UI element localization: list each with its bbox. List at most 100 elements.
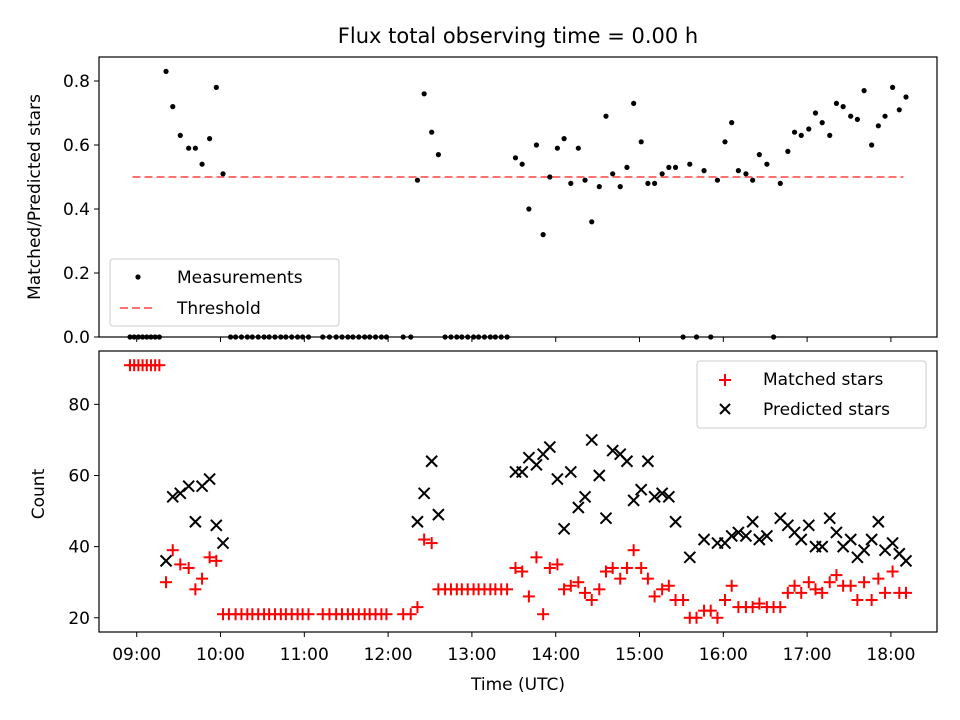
count-panel: 20 40 60 80 09:00 10:00 11:00 12:00 13:00 14:00 1… (29, 350, 938, 695)
matched-star-point (380, 608, 393, 621)
matched-star-point (166, 544, 179, 557)
x-tick-label: 09:00 (112, 645, 161, 665)
predicted-star-point (564, 465, 578, 479)
predicted-star-point (844, 533, 857, 546)
measurement-point (429, 129, 435, 135)
x-tick-label: 18:00 (866, 645, 915, 665)
matched-star-point (781, 586, 794, 599)
measurement-point (896, 107, 902, 113)
measurement-point (213, 84, 219, 90)
matched-star-point (704, 604, 717, 617)
measurement-point (631, 100, 637, 106)
matched-star-point (627, 544, 640, 557)
predicted-star-point (530, 458, 543, 472)
measurement-point (199, 161, 205, 167)
ratio-y-tick-label: 0.6 (63, 136, 90, 156)
measurement-point (540, 232, 546, 238)
measurement-point (806, 126, 812, 132)
predicted-star-point (655, 487, 669, 500)
measurement-point (596, 184, 602, 190)
predicted-star-point (551, 472, 564, 486)
measurement-point (882, 113, 888, 119)
matched-star-point (418, 533, 431, 546)
measurement-point (827, 132, 833, 138)
measurement-point (624, 164, 630, 170)
predicted-star-point (830, 526, 843, 539)
ratio-panel-frame (98, 56, 938, 338)
predicted-star-point (732, 526, 745, 539)
predicted-star-point (166, 490, 179, 504)
measurement-point (756, 152, 762, 158)
matched-star-point (210, 554, 223, 567)
measurement-point (785, 148, 791, 154)
predicted-star-point (620, 455, 634, 468)
matched-star-point (802, 576, 815, 589)
matched-star-point (718, 593, 731, 606)
measurement-point (170, 104, 176, 110)
measurement-point (192, 145, 198, 151)
legend-threshold-label: Threshold (176, 299, 261, 319)
x-tick-label: 17:00 (783, 645, 832, 665)
measurement-point (220, 171, 226, 177)
matched-star-point (830, 569, 843, 582)
measurement-point (610, 171, 616, 177)
predicted-star-point (899, 554, 913, 568)
matched-star-point (795, 586, 808, 599)
matched-star-point (189, 583, 202, 596)
matched-star-point (593, 583, 606, 596)
matched-star-point (522, 590, 535, 603)
matched-star-point (656, 583, 669, 596)
measurement-point (512, 155, 519, 161)
predicted-star-point (572, 501, 585, 514)
matched-star-point (160, 576, 173, 589)
x-axis-label: Time (UTC) (470, 675, 565, 695)
matched-star-point (174, 558, 187, 571)
matched-star-point (579, 586, 592, 599)
predicted-star-point (823, 511, 836, 525)
measurement-point (869, 142, 875, 148)
count-y-ticks: 20 40 60 80 (68, 395, 99, 629)
matched-star-point (599, 565, 612, 578)
predicted-star-point (865, 533, 878, 546)
predicted-star-point (417, 487, 431, 500)
legend-matched-marker (719, 374, 731, 386)
ratio-y-tick-label: 0.0 (63, 328, 90, 348)
predicted-star-point (857, 543, 871, 557)
count-y-axis-label: Count (29, 468, 49, 519)
matched-star-point (753, 597, 766, 610)
matched-star-point (816, 586, 829, 599)
measurement-point (812, 110, 819, 116)
predicted-star-point (669, 515, 682, 528)
legend-measurements-marker (135, 274, 141, 280)
predicted-star-point (515, 465, 529, 479)
x-tick-label: 11:00 (280, 645, 329, 665)
measurement-point (848, 113, 854, 119)
predicted-star-point (578, 490, 592, 504)
predicted-star-point (872, 515, 885, 528)
count-legend-box (696, 360, 927, 429)
matched-star-point (746, 601, 759, 614)
count-y-tick-label: 60 (68, 466, 90, 486)
x-tick-label: 13:00 (447, 645, 496, 665)
matched-star-point (196, 572, 209, 585)
matched-star-point (302, 608, 315, 621)
measurement-point (861, 88, 867, 94)
chart-title: Flux total observing time = 0.00 h (338, 24, 698, 48)
measurement-point (701, 168, 707, 174)
matched-star-point (509, 561, 522, 574)
measurement-point (854, 116, 860, 122)
measurement-point (589, 219, 595, 225)
matched-star-point (858, 576, 871, 589)
matched-star-point (153, 359, 166, 372)
matched-star-point (823, 576, 836, 589)
ratio-y-tick-label: 0.4 (63, 200, 90, 220)
matched-star-point (411, 601, 424, 614)
measurement-point (561, 136, 567, 142)
x-tick-label: 15:00 (615, 645, 664, 665)
measurement-point (533, 142, 540, 148)
measurement-point (575, 145, 581, 151)
matched-star-point (635, 561, 648, 574)
matched-star-point (620, 561, 633, 574)
measurement-point (421, 91, 427, 97)
